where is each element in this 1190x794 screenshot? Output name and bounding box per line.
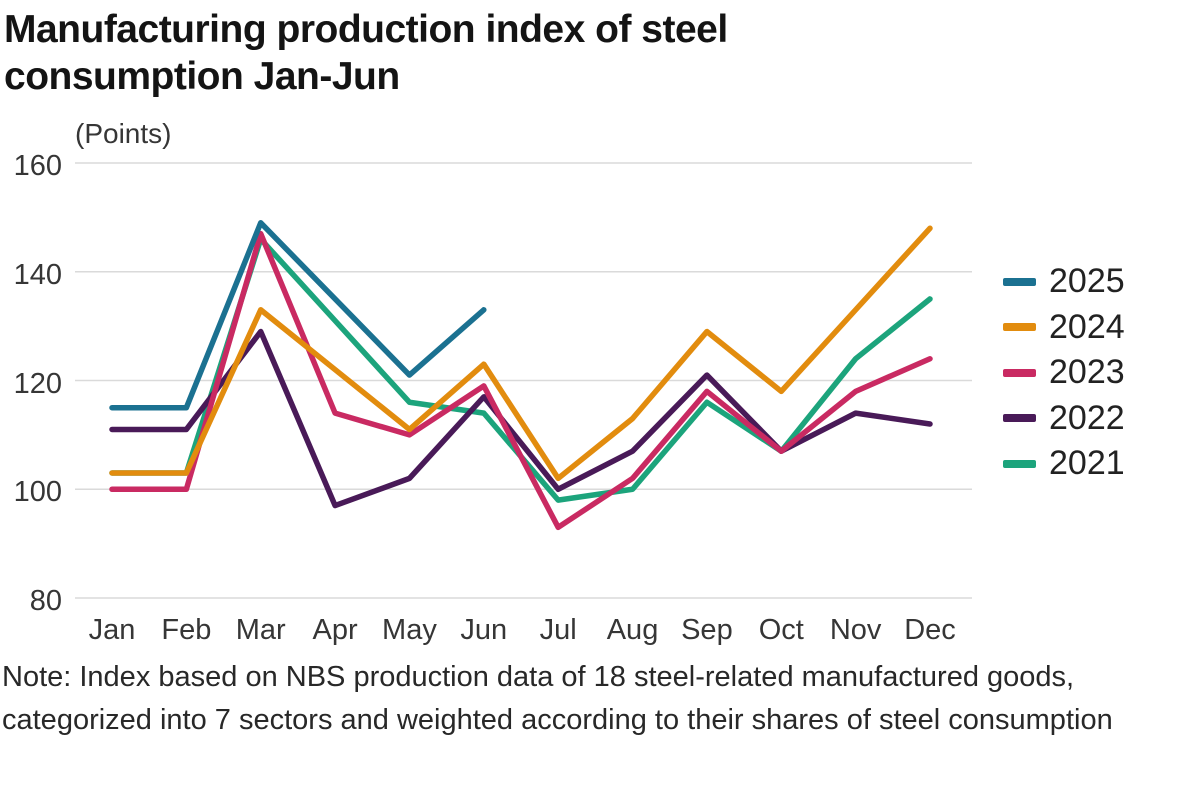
x-tick-label: Mar [235, 614, 286, 646]
y-tick-label: 160 [13, 150, 62, 182]
page-title: Manufacturing production index of steel … [4, 8, 728, 98]
legend-item-2021: 2021 [1003, 441, 1125, 487]
series-line-2024 [109, 225, 933, 482]
legend-swatch-icon [1003, 323, 1036, 332]
x-tick-label: Feb [161, 614, 212, 646]
legend-swatch-icon [1003, 414, 1036, 423]
legend-item-label: 2024 [1049, 307, 1125, 346]
x-tick-label: May [382, 614, 437, 646]
legend-item-2024: 2024 [1003, 305, 1125, 351]
x-tick-label: Sep [681, 614, 733, 646]
y-tick-label: 120 [13, 367, 62, 400]
series-line-2023 [109, 230, 933, 531]
series-line-2025 [109, 220, 487, 411]
legend-swatch-icon [1003, 459, 1036, 468]
legend-item-2022: 2022 [1003, 396, 1125, 442]
x-tick-label: Jun [460, 614, 508, 646]
y-tick-label: 100 [13, 476, 62, 509]
x-tick-label: Aug [606, 614, 659, 646]
chart-note: Note: Index based on NBS production data… [2, 661, 1113, 736]
chart-legend: 2025 2024 2023 2022 2021 [1003, 259, 1125, 487]
legend-item-2025: 2025 [1003, 259, 1125, 305]
x-tick-label: Dec [904, 614, 956, 646]
y-tick-label: 80 [29, 585, 62, 617]
legend-item-label: 2022 [1049, 398, 1125, 437]
x-tick-label: Apr [312, 614, 358, 646]
legend-item-label: 2021 [1049, 444, 1125, 483]
x-tick-label: Oct [758, 614, 804, 646]
x-tick-label: Nov [829, 614, 882, 646]
legend-swatch-icon [1003, 368, 1036, 377]
x-tick-label: Jul [539, 614, 577, 646]
x-tick-label: Jan [88, 614, 136, 646]
y-tick-label: 140 [13, 258, 62, 291]
legend-item-label: 2023 [1049, 353, 1125, 392]
legend-item-2023: 2023 [1003, 350, 1125, 396]
y-axis-unit-label: (Points) [75, 118, 172, 149]
series-line-2022 [109, 328, 933, 509]
legend-item-label: 2025 [1049, 262, 1125, 301]
legend-swatch-icon [1003, 277, 1036, 286]
